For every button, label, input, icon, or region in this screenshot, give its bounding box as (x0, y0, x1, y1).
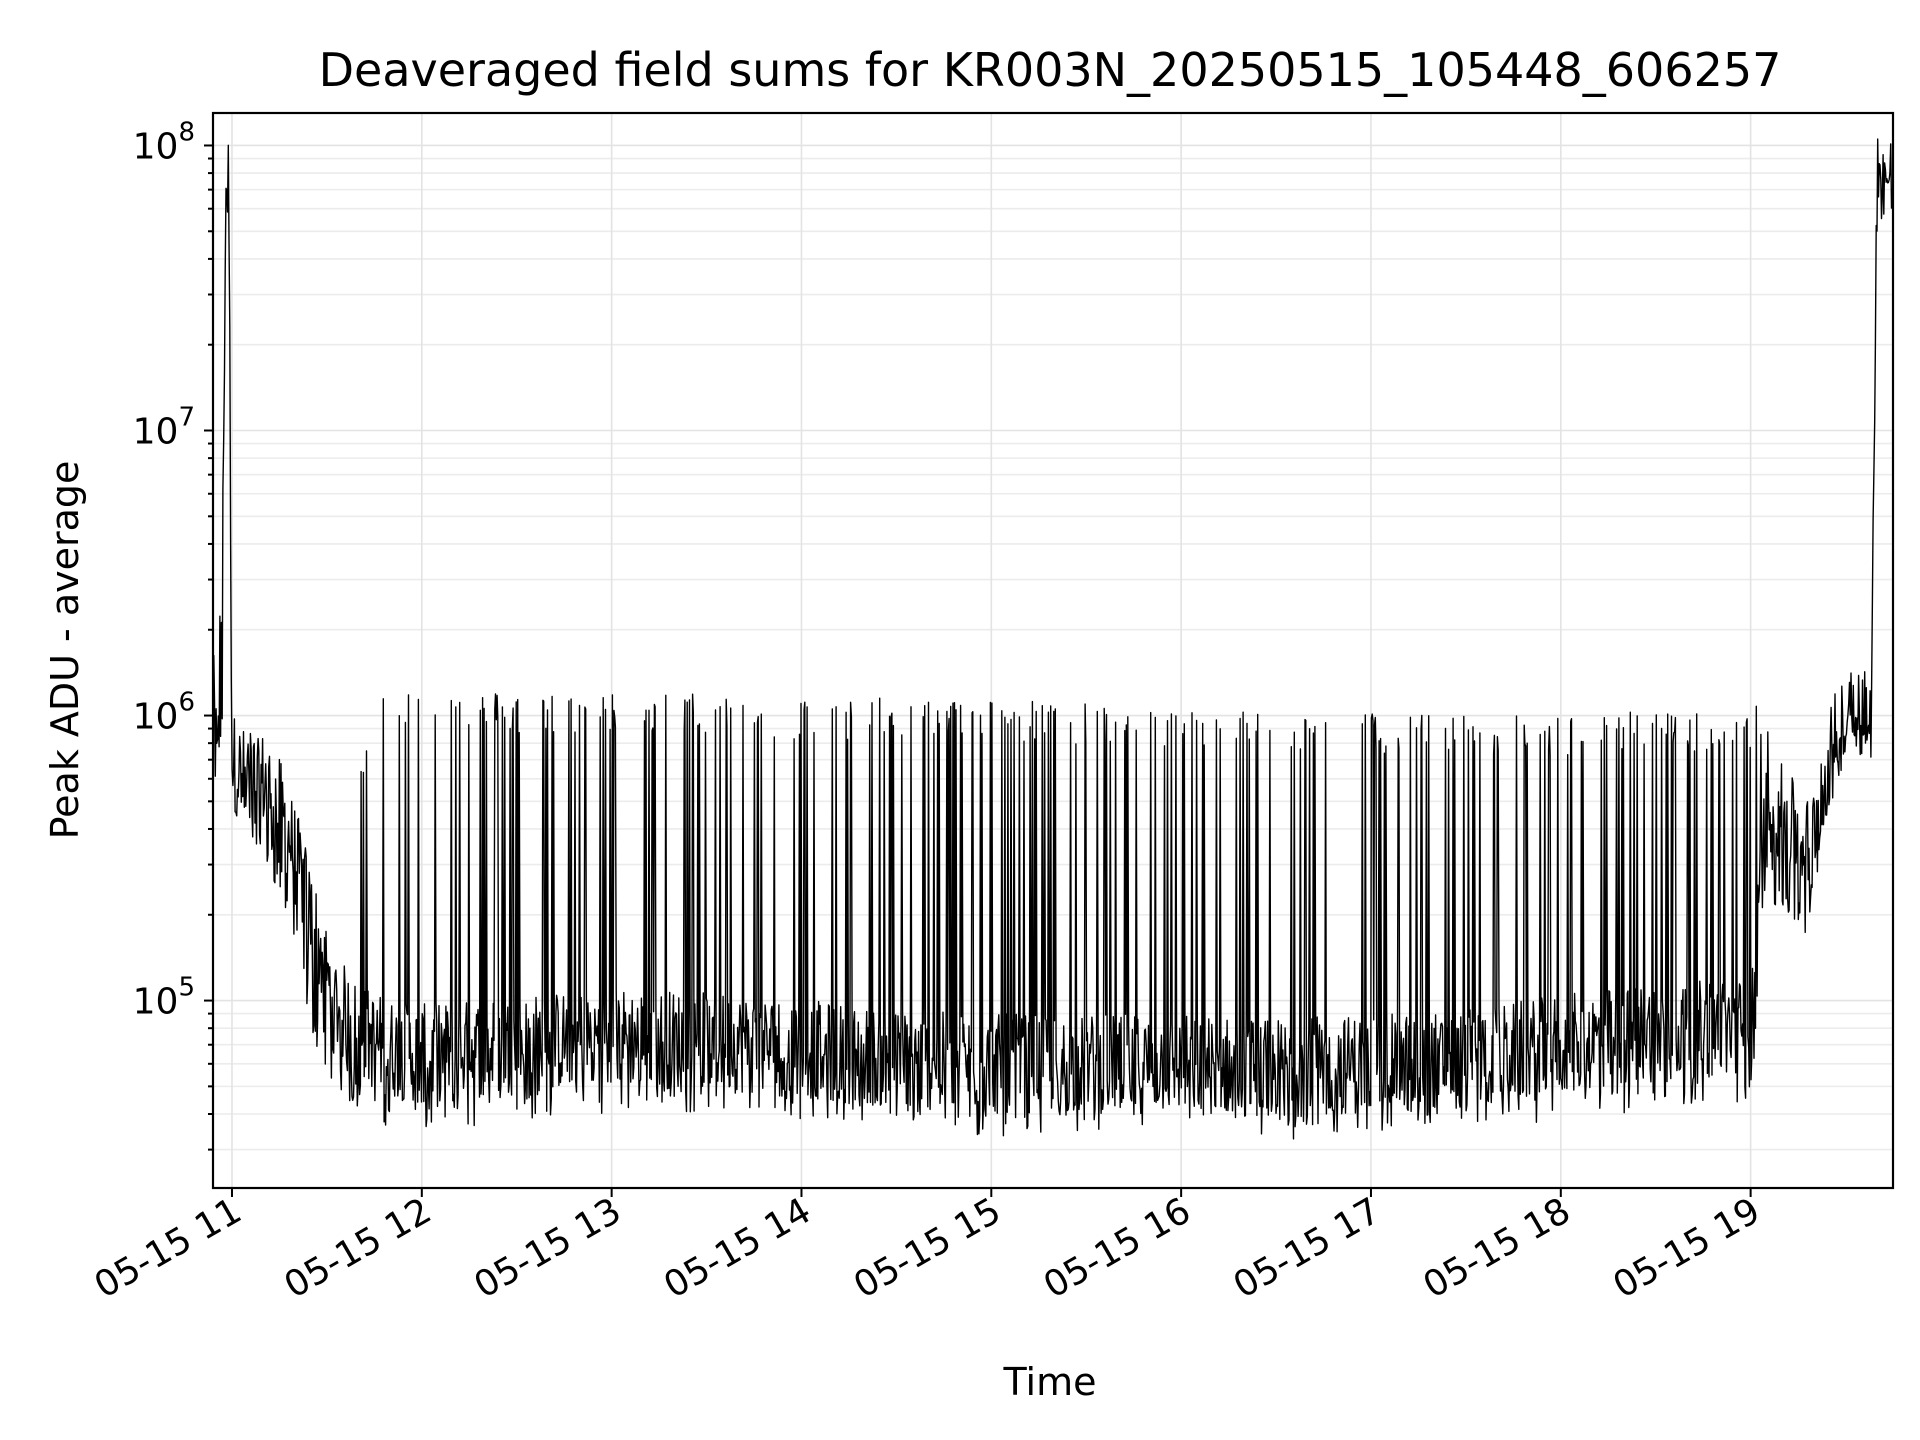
series-line (212, 138, 1894, 1140)
plot-frame (211, 111, 1895, 1190)
y-axis-label: Peak ADU - average (43, 461, 87, 840)
x-tick-label: 05-15 19 (1606, 1190, 1767, 1306)
x-tick-label: 05-15 13 (467, 1190, 628, 1306)
chart-title: Deaveraged field sums for KR003N_2025051… (319, 43, 1782, 97)
x-tick-label: 05-15 15 (847, 1190, 1008, 1306)
y-tick-label: 106 (133, 688, 195, 738)
x-tick-label: 05-15 16 (1037, 1190, 1198, 1306)
series (212, 138, 1894, 1140)
x-tick-label: 05-15 11 (88, 1190, 249, 1306)
x-tick-label: 05-15 12 (278, 1190, 439, 1306)
x-axis-label: Time (1003, 1360, 1097, 1404)
y-tick-label: 108 (133, 117, 195, 167)
x-tick-label: 05-15 17 (1227, 1190, 1388, 1306)
y-tick-label: 107 (133, 403, 195, 453)
x-tick-label: 05-15 18 (1417, 1190, 1578, 1306)
y-tick-label: 105 (133, 973, 195, 1023)
x-tick-label: 05-15 14 (657, 1190, 818, 1306)
y-axis: 105 106 107 108 (133, 117, 213, 1151)
x-axis: 05-15 11 05-15 12 05-15 13 05-15 14 05-15 15… (88, 1188, 1767, 1307)
